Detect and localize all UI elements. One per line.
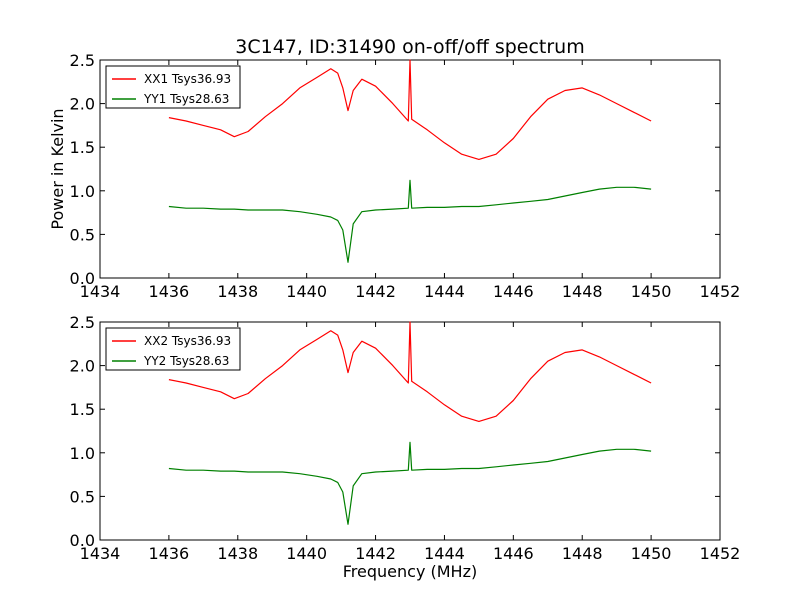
x-tick-label: 1440 xyxy=(286,544,327,563)
panel-1: 1434 1436 1438 1440 1442 1444 1446 1448 1450 1452… xyxy=(70,51,741,301)
legend-box xyxy=(105,65,241,109)
series-line-2 xyxy=(168,179,652,263)
series-line-1 xyxy=(168,321,652,422)
x-tick-label: 1446 xyxy=(493,544,534,563)
y-tick-label: 1.0 xyxy=(70,444,95,463)
x-tick-label: 1446 xyxy=(493,282,534,301)
x-tick-label: 1450 xyxy=(631,282,672,301)
x-tick-label: 1452 xyxy=(700,544,741,563)
x-tick-label: 1450 xyxy=(631,544,672,563)
y-tick-label: 1.5 xyxy=(70,138,95,157)
y-axis-label: Power in Kelvin xyxy=(48,108,67,229)
x-tick-label: 1436 xyxy=(149,544,190,563)
legend-box xyxy=(105,327,241,371)
y-tick-label: 2.5 xyxy=(70,51,95,70)
x-tick-label: 1438 xyxy=(217,282,258,301)
y-tick-label: 0.5 xyxy=(70,225,95,244)
chart-title: 3C147, ID:31490 on-off/off spectrum xyxy=(235,36,584,58)
x-tick-label: 1434 xyxy=(80,282,121,301)
y-tick-label: 1.0 xyxy=(70,182,95,201)
y-tick-label: 1.5 xyxy=(70,400,95,419)
x-tick-label: 1448 xyxy=(562,282,603,301)
x-tick-label: 1436 xyxy=(149,282,190,301)
legend-label: YY1 Tsys28.63 xyxy=(143,92,229,106)
legend-label: XX2 Tsys36.93 xyxy=(144,334,231,348)
series-line-1 xyxy=(168,59,652,160)
y-tick-label: 2.5 xyxy=(70,313,95,332)
y-tick-label: 0.0 xyxy=(70,269,95,288)
panel-2: 1434 1436 1438 1440 1442 1444 1446 1448 1450 1452… xyxy=(70,313,741,563)
x-tick-label: 1442 xyxy=(355,544,396,563)
legend: XX2 Tsys36.93 YY2 Tsys28.63 xyxy=(105,327,241,371)
x-tick-label: 1452 xyxy=(700,282,741,301)
x-tick-label: 1438 xyxy=(217,544,258,563)
x-axis-label: Frequency (MHz) xyxy=(343,562,477,581)
y-tick-label: 2.0 xyxy=(70,95,95,114)
x-tick-label: 1434 xyxy=(80,544,121,563)
x-tick-label: 1440 xyxy=(286,282,327,301)
legend-label: XX1 Tsys36.93 xyxy=(144,72,231,86)
legend-label: YY2 Tsys28.63 xyxy=(143,354,229,368)
x-tick-label: 1442 xyxy=(355,282,396,301)
y-tick-label: 0.0 xyxy=(70,531,95,550)
legend: XX1 Tsys36.93 YY1 Tsys28.63 xyxy=(105,65,241,109)
x-tick-label: 1444 xyxy=(424,282,465,301)
x-tick-label: 1444 xyxy=(424,544,465,563)
x-tick-label: 1448 xyxy=(562,544,603,563)
y-tick-label: 0.5 xyxy=(70,487,95,506)
y-tick-label: 2.0 xyxy=(70,357,95,376)
series-line-2 xyxy=(168,441,652,525)
